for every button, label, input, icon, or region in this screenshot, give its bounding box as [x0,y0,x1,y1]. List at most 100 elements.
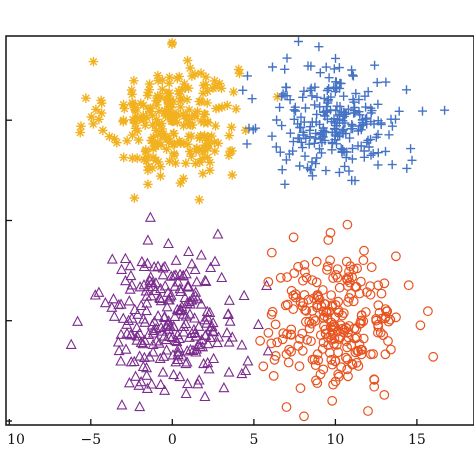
data-point-triangle [193,374,205,385]
data-point-triangle [148,261,160,272]
data-point-circle [373,280,384,291]
data-point-circle [343,272,354,283]
data-point-plus [336,79,346,88]
data-point-triangle [119,274,132,286]
data-point-circle [319,311,330,321]
data-point-triangle [166,331,178,342]
data-point-plus [384,130,394,140]
data-point-asterisk [185,120,196,131]
data-point-plus [278,89,288,99]
data-point-asterisk [153,75,164,86]
data-point-circle [359,245,369,256]
data-point-triangle [152,310,164,321]
data-point-plus [289,105,299,115]
data-point-circle [403,280,414,291]
data-point-triangle [203,363,215,374]
data-point-asterisk [156,118,167,129]
data-point-circle [336,362,347,373]
data-point-triangle [181,356,193,367]
data-point-asterisk [179,78,190,89]
data-point-circle [383,336,393,346]
data-point-circle [366,262,377,273]
data-point-triangle [134,327,146,338]
data-point-plus [347,154,357,164]
data-point-triangle [148,315,160,327]
data-point-triangle [137,360,149,372]
data-point-circle [353,361,364,371]
data-point-triangle [141,290,153,301]
data-point-plus [351,89,361,98]
data-point-asterisk [213,103,224,113]
data-point-circle [321,306,332,317]
data-point-asterisk [182,94,193,105]
data-point-triangle [261,279,273,290]
data-point-plus [312,92,322,102]
data-point-plus [368,149,378,158]
data-point-triangle [159,260,171,272]
data-point-asterisk [178,120,189,131]
data-point-asterisk [130,118,141,129]
data-point-circle [307,275,318,286]
data-point-triangle [168,368,180,380]
data-point-plus [381,146,390,156]
data-point-asterisk [197,168,208,179]
data-point-triangle [213,331,225,342]
data-point-circle [350,281,361,292]
data-point-circle [327,300,338,311]
data-point-plus [280,64,290,74]
data-point-plus [322,86,332,95]
data-point-triangle [172,276,184,287]
data-point-circle [327,395,338,406]
data-point-asterisk [190,69,200,80]
data-point-triangle [123,377,135,388]
data-point-circle [352,332,362,343]
data-point-triangle [156,325,168,336]
data-point-triangle [174,282,186,294]
data-point-triangle [142,234,154,245]
data-point-triangle [204,306,216,317]
data-point-triangle [119,252,131,264]
data-point-plus [345,133,355,143]
data-point-plus [310,82,320,92]
data-point-plus [275,147,285,157]
data-point-triangle [173,332,185,343]
data-point-triangle [115,328,127,339]
data-point-circle [356,276,366,287]
data-point-circle [310,360,321,371]
data-point-asterisk [127,153,138,164]
data-point-circle [312,300,323,311]
data-point-triangle [195,249,207,260]
data-point-asterisk [180,158,191,169]
data-point-circle [331,270,341,280]
data-point-triangle [147,324,159,336]
data-point-triangle [208,326,220,337]
data-point-plus [307,117,317,127]
data-point-plus [347,65,357,75]
data-point-plus [348,95,358,104]
data-point-asterisk [169,139,180,150]
data-point-triangle [152,260,164,271]
data-point-triangle [158,350,170,361]
data-point-triangle [262,345,274,356]
data-point-triangle [178,326,190,337]
data-point-plus [300,151,310,161]
data-point-triangle [117,312,129,323]
data-point-triangle [134,350,146,361]
data-point-circle [378,330,389,341]
data-point-triangle [115,355,127,366]
data-point-asterisk [200,109,211,120]
data-point-circle [326,290,337,301]
data-point-plus [296,137,306,147]
data-point-triangle [242,355,254,366]
data-point-plus [337,127,347,137]
data-point-plus [285,95,295,105]
data-point-asterisk [150,141,161,152]
data-point-circle [365,289,376,300]
data-point-asterisk [127,89,137,100]
data-point-triangle [116,263,128,274]
data-point-triangle [125,269,137,281]
data-point-asterisk [202,152,213,163]
data-point-triangle [125,328,137,339]
data-point-plus [323,95,333,105]
data-point-triangle [159,280,171,291]
